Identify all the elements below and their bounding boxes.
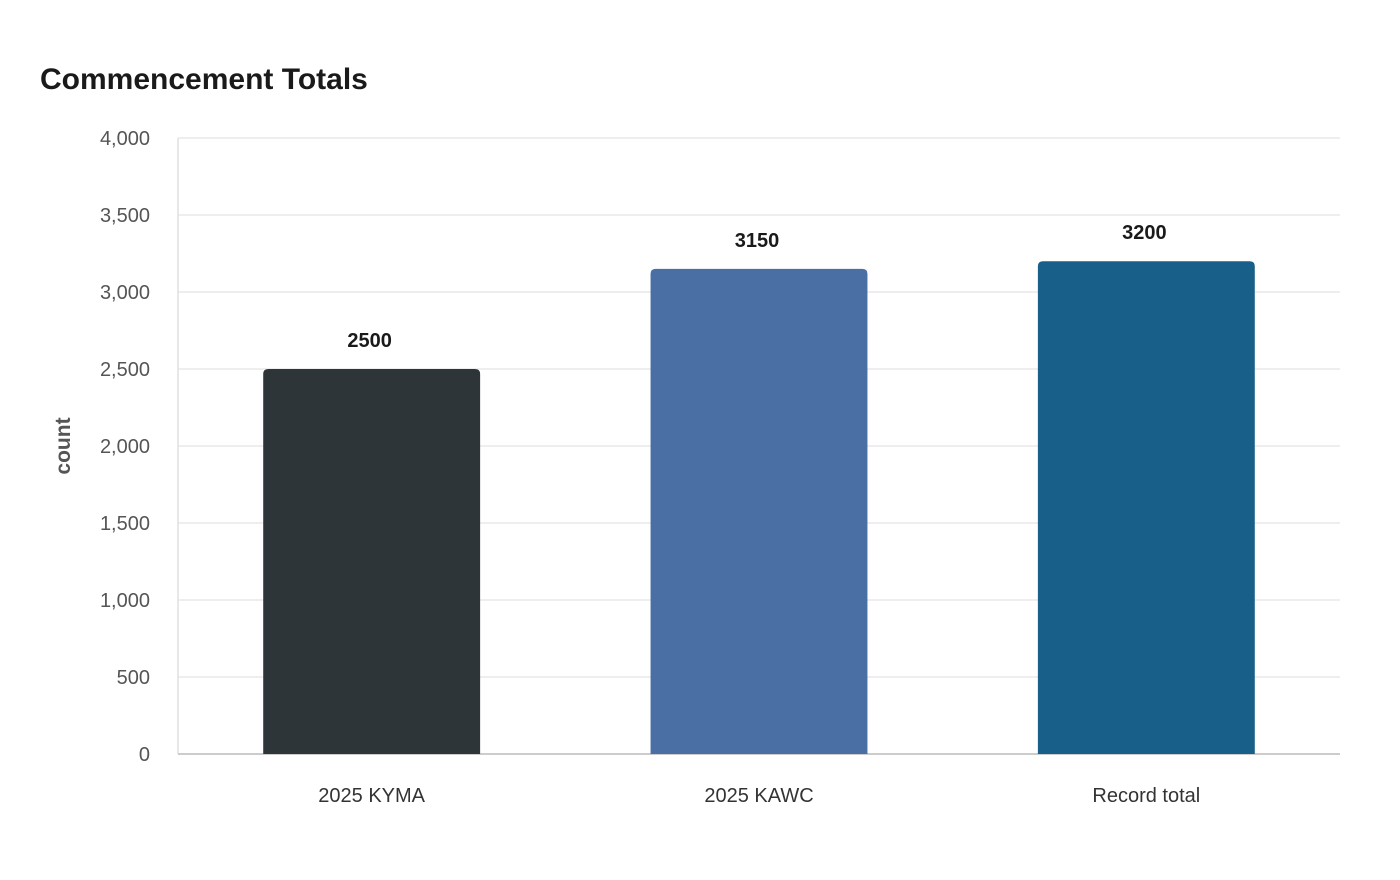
data-label: 3200 xyxy=(1122,222,1167,244)
y-tick-label: 2,000 xyxy=(100,436,150,458)
x-tick-label: Record total xyxy=(1092,785,1200,807)
category-labels: 2025 KYMA 2025 KAWC Record total xyxy=(318,785,1200,807)
bars xyxy=(263,261,1255,754)
y-axis-title: count xyxy=(52,417,75,474)
y-tick-label: 3,500 xyxy=(100,205,150,227)
y-tick-labels: 0 500 1,000 1,500 2,000 2,500 3,000 3,500 4,000 xyxy=(100,128,150,766)
y-tick-label: 2,500 xyxy=(100,359,150,381)
bar xyxy=(263,369,481,754)
data-label: 2500 xyxy=(347,330,392,352)
chart-title: Commencement Totals xyxy=(40,63,368,96)
y-tick-label: 3,000 xyxy=(100,282,150,304)
x-tick-label: 2025 KYMA xyxy=(318,785,425,807)
data-label: 3150 xyxy=(735,230,780,252)
y-tick-label: 1,000 xyxy=(100,590,150,612)
bar xyxy=(1037,261,1255,754)
data-labels: 2500 3150 3200 xyxy=(347,222,1166,352)
bar xyxy=(650,268,868,754)
y-tick-label: 500 xyxy=(117,667,150,689)
y-tick-label: 0 xyxy=(139,744,150,766)
y-tick-label: 4,000 xyxy=(100,128,150,150)
y-tick-label: 1,500 xyxy=(100,513,150,535)
x-tick-label: 2025 KAWC xyxy=(704,785,813,807)
